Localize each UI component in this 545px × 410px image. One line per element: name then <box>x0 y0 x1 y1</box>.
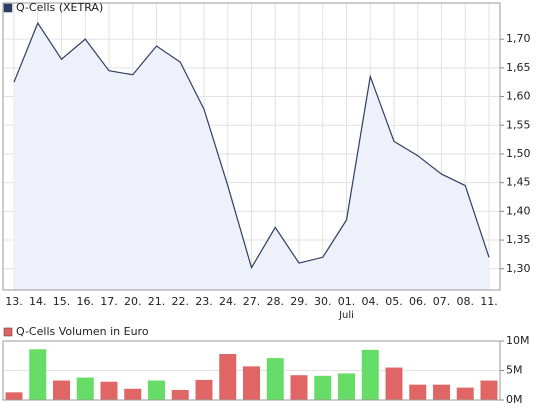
x-tick-label: 05. <box>385 295 403 308</box>
x-tick-label: 29. <box>290 295 308 308</box>
y-tick-label: 10M <box>506 334 530 347</box>
y-tick-label: 1,30 <box>506 262 531 275</box>
bar <box>243 366 260 400</box>
y-tick-label: 1,50 <box>506 147 531 160</box>
x-tick-label: 24. <box>219 295 237 308</box>
x-tick-label: 07. <box>433 295 451 308</box>
plot-border <box>2 340 501 401</box>
bar <box>290 375 308 400</box>
x-tick-label: 01. <box>338 295 356 308</box>
x-tick-label: 11. <box>480 295 498 308</box>
y-tick-label: 1,60 <box>506 90 531 103</box>
bar <box>219 353 237 400</box>
bar <box>171 389 189 400</box>
bar <box>338 373 355 400</box>
x-tick-label: 28. <box>267 295 285 308</box>
bar <box>266 358 284 400</box>
y-tick-label: 1,70 <box>506 32 531 45</box>
bar <box>53 380 70 400</box>
bar <box>409 384 427 400</box>
bar <box>361 349 379 400</box>
x-tick-label: 22. <box>172 295 190 308</box>
legend-swatch <box>3 327 13 337</box>
bar <box>456 387 474 400</box>
y-tick-label: 0M <box>506 393 523 406</box>
x-tick-label: 17. <box>100 295 118 308</box>
x-tick-label: 16. <box>77 295 95 308</box>
plot-border <box>2 2 501 291</box>
x-tick-label: 21. <box>148 295 166 308</box>
legend-label: Q-Cells (XETRA) <box>16 1 103 14</box>
x-tick-label: 23. <box>195 295 213 308</box>
bar <box>480 380 498 400</box>
bar <box>148 380 165 400</box>
x-tick-label: 06. <box>409 295 427 308</box>
y-tick-label: 1,55 <box>506 118 531 131</box>
x-tick-label: 04. <box>362 295 380 308</box>
bar <box>433 384 450 400</box>
bar <box>124 388 142 400</box>
bar <box>29 349 47 400</box>
bar <box>100 381 118 400</box>
x-tick-label: 08. <box>457 295 475 308</box>
y-tick-label: 1,35 <box>506 233 531 246</box>
y-tick-label: 5M <box>506 364 523 377</box>
bar <box>76 377 94 400</box>
bar <box>5 392 23 400</box>
area <box>14 23 489 291</box>
y-tick-label: 1,40 <box>506 204 531 217</box>
bar <box>195 379 213 400</box>
legend-label: Q-Cells Volumen in Euro <box>16 325 149 338</box>
x-tick-label: 20. <box>124 295 142 308</box>
bar <box>385 367 403 400</box>
line <box>13 21 490 270</box>
y-tick-label: 1,65 <box>506 61 531 74</box>
y-tick-label: 1,45 <box>506 176 531 189</box>
x-tick-label: 15. <box>53 295 71 308</box>
annotation: Juli <box>338 310 354 321</box>
bar <box>314 375 332 400</box>
legend-swatch <box>3 3 13 13</box>
x-tick-label: 14. <box>29 295 47 308</box>
x-tick-label: 27. <box>243 295 261 308</box>
x-tick-label: 13. <box>5 295 23 308</box>
x-tick-label: 30. <box>314 295 332 308</box>
